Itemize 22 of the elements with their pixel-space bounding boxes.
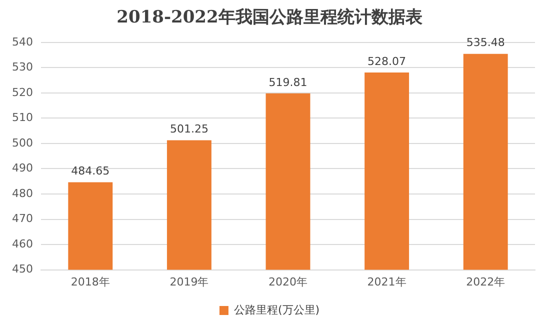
data-label: 519.81: [268, 76, 308, 89]
y-tick-label: 450: [12, 262, 33, 276]
y-tick-label: 480: [12, 186, 33, 200]
data-label: 484.65: [71, 164, 110, 178]
y-tick-label: 470: [12, 212, 33, 226]
legend-label: 公路里程(万公里): [234, 303, 320, 316]
y-tick-label: 530: [12, 60, 33, 74]
y-tick-label: 540: [12, 35, 33, 48]
x-tick-label: 2020年: [268, 275, 308, 288]
x-tick-label: 2022年: [466, 275, 506, 288]
y-tick-label: 500: [12, 136, 33, 150]
data-label: 528.07: [368, 54, 406, 68]
x-tick-label: 2019年: [170, 275, 209, 288]
data-label: 501.25: [170, 122, 208, 136]
x-tick-label: 2018年: [70, 275, 110, 288]
chart-title: 2018-2022年我国公路里程统计数据表: [116, 8, 424, 28]
data-label: 535.48: [466, 36, 505, 50]
x-tick-label: 2021年: [367, 275, 406, 288]
y-tick-label: 490: [12, 162, 33, 175]
y-tick-label: 520: [12, 86, 33, 99]
y-tick-label: 460: [12, 237, 33, 250]
y-tick-label: 510: [12, 111, 33, 124]
